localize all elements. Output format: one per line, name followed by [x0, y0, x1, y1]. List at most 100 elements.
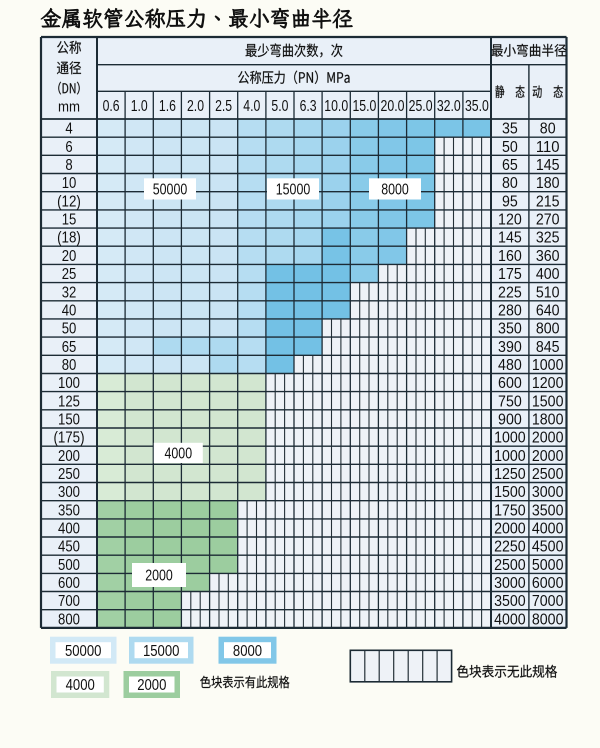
svg-text:20: 20	[62, 248, 77, 265]
svg-text:32.0: 32.0	[437, 98, 461, 115]
svg-text:8000: 8000	[532, 611, 564, 628]
svg-text:0.6: 0.6	[103, 98, 120, 115]
svg-text:160: 160	[498, 248, 522, 265]
svg-text:2000: 2000	[532, 430, 564, 447]
svg-text:3500: 3500	[494, 593, 526, 610]
svg-text:1500: 1500	[532, 393, 564, 410]
svg-text:4000: 4000	[66, 677, 95, 694]
svg-text:125: 125	[58, 393, 80, 410]
svg-text:2500: 2500	[494, 557, 526, 574]
svg-text:280: 280	[498, 302, 522, 319]
svg-text:1.6: 1.6	[159, 98, 176, 115]
svg-text:65: 65	[62, 339, 77, 356]
svg-text:3500: 3500	[532, 502, 564, 519]
svg-text:4500: 4500	[532, 539, 564, 556]
svg-text:2000: 2000	[532, 448, 564, 465]
svg-text:845: 845	[536, 339, 560, 356]
svg-text:250: 250	[58, 466, 80, 483]
svg-text:80: 80	[540, 121, 556, 138]
svg-text:8: 8	[65, 157, 72, 174]
svg-text:200: 200	[58, 448, 80, 465]
svg-text:2000: 2000	[137, 677, 166, 694]
svg-text:40: 40	[62, 302, 77, 319]
svg-text:80: 80	[62, 357, 77, 374]
svg-text:400: 400	[536, 266, 560, 283]
svg-text:215: 215	[536, 193, 560, 210]
svg-text:6000: 6000	[532, 575, 564, 592]
svg-text:65: 65	[502, 157, 518, 174]
svg-text:270: 270	[536, 212, 560, 229]
svg-text:50000: 50000	[153, 182, 188, 199]
svg-text:350: 350	[498, 321, 522, 338]
svg-text:80: 80	[502, 175, 518, 192]
svg-text:390: 390	[498, 339, 522, 356]
svg-text:mm: mm	[58, 98, 80, 115]
svg-text:400: 400	[58, 521, 80, 538]
svg-text:32: 32	[62, 284, 77, 301]
svg-text:2000: 2000	[494, 521, 526, 538]
svg-text:480: 480	[498, 357, 522, 374]
svg-text:450: 450	[58, 539, 80, 556]
svg-text:145: 145	[536, 157, 560, 174]
svg-text:900: 900	[498, 412, 522, 429]
svg-text:145: 145	[498, 230, 522, 247]
svg-text:800: 800	[58, 611, 80, 628]
svg-text:600: 600	[498, 375, 522, 392]
svg-text:1750: 1750	[494, 502, 526, 519]
svg-text:1000: 1000	[532, 357, 564, 374]
svg-text:15: 15	[62, 212, 77, 229]
svg-text:175: 175	[498, 266, 522, 283]
svg-text:3000: 3000	[494, 575, 526, 592]
svg-text:(175): (175)	[53, 430, 84, 447]
svg-text:4000: 4000	[494, 611, 526, 628]
svg-text:150: 150	[58, 412, 80, 429]
svg-text:15000: 15000	[276, 182, 311, 199]
svg-text:6.3: 6.3	[300, 98, 317, 115]
svg-text:800: 800	[536, 321, 560, 338]
svg-text:(12): (12)	[57, 193, 81, 210]
svg-text:1000: 1000	[494, 448, 526, 465]
svg-text:10: 10	[62, 175, 77, 192]
svg-text:180: 180	[536, 175, 560, 192]
svg-text:350: 350	[58, 502, 80, 519]
svg-text:50: 50	[502, 139, 518, 156]
svg-text:600: 600	[58, 575, 80, 592]
svg-text:2000: 2000	[145, 568, 173, 585]
svg-text:15.0: 15.0	[352, 98, 376, 115]
svg-text:110: 110	[536, 139, 560, 156]
svg-text:3000: 3000	[532, 484, 564, 501]
svg-text:1200: 1200	[532, 375, 564, 392]
svg-text:25: 25	[62, 266, 77, 283]
svg-text:10.0: 10.0	[324, 98, 348, 115]
svg-text:4000: 4000	[532, 521, 564, 538]
svg-text:35.0: 35.0	[465, 98, 489, 115]
svg-text:2500: 2500	[532, 466, 564, 483]
svg-text:4: 4	[65, 121, 72, 138]
svg-text:360: 360	[536, 248, 560, 265]
svg-text:100: 100	[58, 375, 80, 392]
svg-text:510: 510	[536, 284, 560, 301]
svg-text:8000: 8000	[233, 643, 262, 660]
svg-text:640: 640	[536, 302, 560, 319]
svg-text:50000: 50000	[65, 643, 102, 660]
svg-text:1250: 1250	[494, 466, 526, 483]
svg-text:120: 120	[498, 212, 522, 229]
svg-text:7000: 7000	[532, 593, 564, 610]
svg-text:35: 35	[502, 121, 518, 138]
svg-text:750: 750	[498, 393, 522, 410]
svg-text:4.0: 4.0	[243, 98, 260, 115]
svg-text:5.0: 5.0	[271, 98, 288, 115]
svg-text:15000: 15000	[143, 643, 180, 660]
svg-text:1800: 1800	[532, 412, 564, 429]
svg-text:4000: 4000	[165, 446, 193, 463]
svg-text:1000: 1000	[494, 430, 526, 447]
svg-text:500: 500	[58, 557, 80, 574]
svg-text:5000: 5000	[532, 557, 564, 574]
svg-text:2.5: 2.5	[215, 98, 232, 115]
svg-text:300: 300	[58, 484, 80, 501]
svg-text:50: 50	[62, 321, 77, 338]
svg-text:20.0: 20.0	[381, 98, 405, 115]
svg-text:325: 325	[536, 230, 560, 247]
svg-text:6: 6	[65, 139, 72, 156]
svg-text:700: 700	[58, 593, 80, 610]
